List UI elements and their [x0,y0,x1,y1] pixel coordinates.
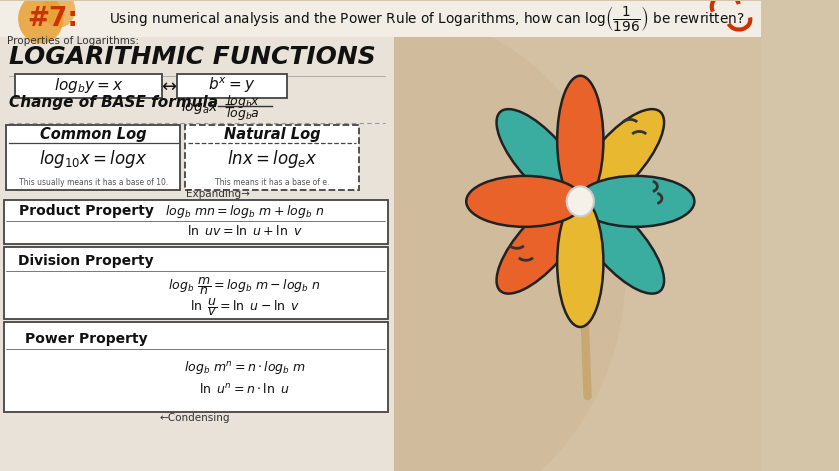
Ellipse shape [466,176,583,227]
FancyBboxPatch shape [390,0,761,471]
Ellipse shape [577,176,695,227]
Text: $b^x = y$: $b^x = y$ [208,76,256,95]
Ellipse shape [575,109,664,207]
Ellipse shape [557,198,603,327]
Circle shape [154,12,626,471]
Text: $log_b x$: $log_b x$ [226,93,260,110]
Ellipse shape [557,76,603,205]
FancyBboxPatch shape [7,125,180,190]
Text: $\ln\ uv = \ln\ u + \ln\ v$: $\ln\ uv = \ln\ u + \ln\ v$ [187,224,303,238]
Text: ←Condensing: ←Condensing [159,413,230,423]
FancyBboxPatch shape [0,0,761,37]
Ellipse shape [497,109,586,207]
Text: This means it has a base of e.: This means it has a base of e. [215,178,329,187]
Text: $log_b\ m^n = n \cdot log_b\ m$: $log_b\ m^n = n \cdot log_b\ m$ [184,358,306,376]
Text: #7:: #7: [27,6,78,32]
FancyBboxPatch shape [0,0,394,471]
FancyBboxPatch shape [3,322,388,412]
Text: Expanding→: Expanding→ [185,189,249,199]
Text: Division Property: Division Property [18,254,154,268]
Ellipse shape [575,195,664,293]
Text: Using numerical analysis and the Power Rule of Logarithms, how can log$\left(\df: Using numerical analysis and the Power R… [109,4,744,33]
Text: Properties of Logarithms:: Properties of Logarithms: [8,36,139,46]
FancyBboxPatch shape [15,73,162,97]
Text: LOGARITHMIC FUNCTIONS: LOGARITHMIC FUNCTIONS [9,45,376,69]
Text: Change of BASE formula: Change of BASE formula [9,96,218,111]
FancyBboxPatch shape [3,247,388,319]
Text: $\leftrightarrow$: $\leftrightarrow$ [158,76,178,95]
Text: $\ln\ \dfrac{u}{v} = \ln\ u - \ln\ v$: $\ln\ \dfrac{u}{v} = \ln\ u - \ln\ v$ [190,296,300,318]
Circle shape [566,187,594,216]
Text: This usually means it has a base of 10.: This usually means it has a base of 10. [18,178,168,187]
Circle shape [43,0,76,28]
Text: $log_b a$: $log_b a$ [226,105,260,122]
FancyBboxPatch shape [3,200,388,244]
FancyBboxPatch shape [0,0,761,471]
Text: $log_b\ \dfrac{m}{n} = log_b\ m - log_b\ n$: $log_b\ \dfrac{m}{n} = log_b\ m - log_b\… [169,275,321,297]
Text: Natural Log: Natural Log [224,127,320,142]
Text: $log_a x\ =$: $log_a x\ =$ [181,98,237,116]
Ellipse shape [497,195,586,293]
Text: $log_b\ mn = log_b\ m + log_b\ n$: $log_b\ mn = log_b\ m + log_b\ n$ [165,203,325,220]
Text: $log_{10}x = logx$: $log_{10}x = logx$ [39,148,148,171]
Text: Common Log: Common Log [40,127,147,142]
FancyBboxPatch shape [185,125,359,190]
Text: $lnx = log_e x$: $lnx = log_e x$ [227,148,317,171]
Circle shape [18,0,64,44]
Text: Power Property: Power Property [25,332,148,346]
Text: $log_b y = x$: $log_b y = x$ [55,76,123,95]
FancyBboxPatch shape [177,73,288,97]
Text: $\ln\ u^n = n \cdot \ln\ u$: $\ln\ u^n = n \cdot \ln\ u$ [200,382,290,396]
Text: Product Property: Product Property [18,204,154,219]
